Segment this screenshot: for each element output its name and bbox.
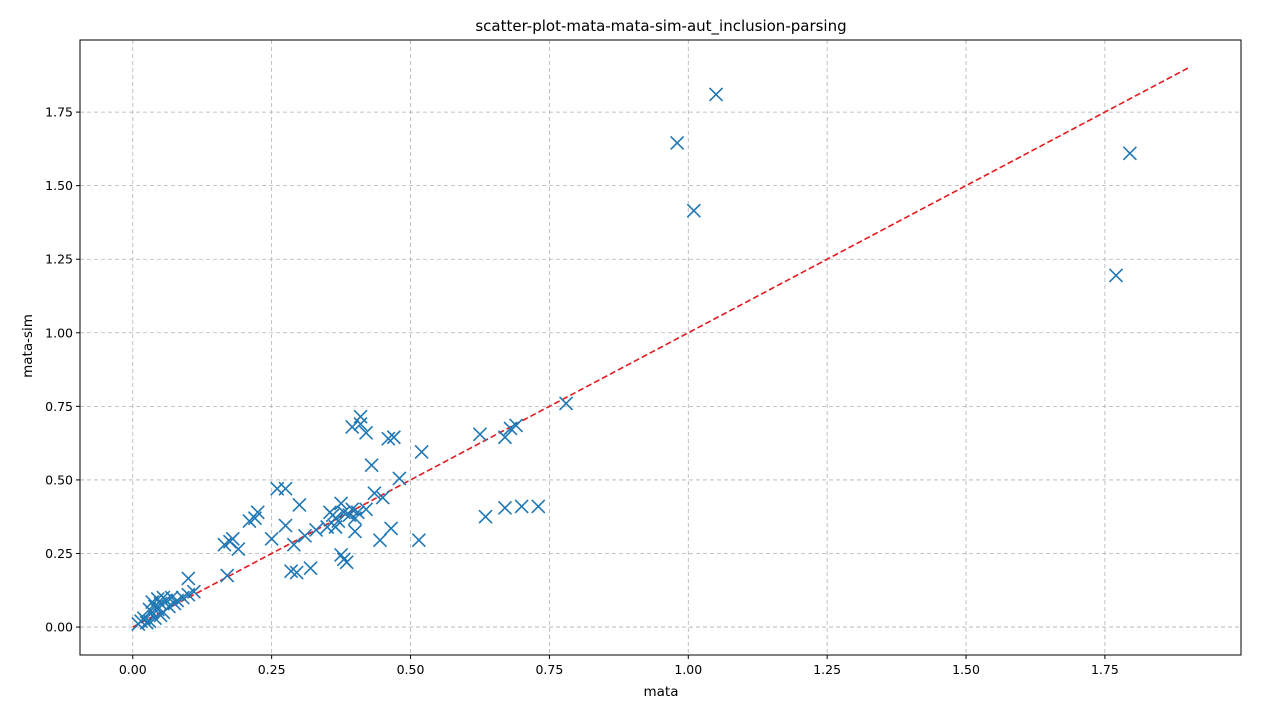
scatter-point <box>386 430 401 445</box>
plot-frame <box>79 39 1242 656</box>
x-tick-label: 1.50 <box>952 662 980 677</box>
scatter-point <box>297 528 313 543</box>
scatter-point <box>292 497 307 512</box>
scatter-point <box>289 565 304 580</box>
scatter-point <box>264 531 279 546</box>
y-tick-label: 0.75 <box>45 399 73 414</box>
scatter-point <box>225 531 240 546</box>
scatter-point <box>375 490 390 505</box>
x-tick-label: 0.25 <box>258 662 286 677</box>
y-tick-label: 1.00 <box>45 325 73 340</box>
scatter-point <box>686 203 701 218</box>
scatter-point <box>478 509 493 524</box>
scatter-point <box>347 524 363 539</box>
scatter-point <box>509 418 524 433</box>
y-tick-label: 0.25 <box>45 546 73 561</box>
scatter-point <box>392 471 407 486</box>
scatter-point <box>497 500 513 515</box>
scatter-point <box>414 444 429 460</box>
scatter-point <box>156 590 171 605</box>
scatter-point <box>708 87 724 102</box>
scatter-point <box>220 568 235 583</box>
scatter-point <box>1122 146 1137 161</box>
scatter-point <box>367 486 382 501</box>
y-tick-label: 1.25 <box>45 252 73 267</box>
scatter-point <box>284 564 299 579</box>
scatter-point <box>353 416 368 432</box>
points-layer <box>131 87 1137 632</box>
scatter-point <box>286 537 301 552</box>
reference-line <box>132 67 1189 628</box>
scatter-point <box>350 505 365 520</box>
scatter-point <box>1108 268 1124 283</box>
reference-line-layer <box>132 67 1189 628</box>
scatter-point <box>186 584 201 599</box>
scatter-point <box>328 519 343 535</box>
x-tick-label: 1.25 <box>813 662 841 677</box>
scatter-point <box>558 396 574 411</box>
chart-title: scatter-plot-mata-mata-sim-aut_inclusion… <box>475 17 846 36</box>
scatter-point <box>384 521 399 536</box>
x-axis-label: mata <box>644 684 679 700</box>
scatter-point <box>472 427 488 442</box>
scatter-point <box>359 502 374 517</box>
scatter-point <box>334 496 349 511</box>
scatter-point <box>381 431 396 446</box>
y-axis-label: mata-sim <box>20 314 36 378</box>
y-tick-label: 1.75 <box>45 105 73 120</box>
scatter-point <box>364 458 379 473</box>
scatter-point <box>334 547 349 563</box>
x-tick-label: 0.00 <box>119 662 147 677</box>
scatter-point <box>278 481 293 496</box>
scatter-point <box>345 419 360 435</box>
ticks: 0.00 0.25 0.50 0.75 1.00 1.25 1.50 1.75 0.00 0.25… <box>45 105 1119 677</box>
scatter-point <box>303 561 318 576</box>
scatter-point <box>372 533 388 548</box>
scatter-point <box>231 542 246 557</box>
scatter-point <box>353 409 368 424</box>
y-tick-label: 0.00 <box>45 620 73 635</box>
scatter-point <box>250 505 265 520</box>
scatter-point <box>181 571 196 586</box>
scatter-point <box>278 518 293 533</box>
scatter-point <box>322 505 338 520</box>
scatter-point <box>514 499 529 514</box>
grid <box>80 40 1241 655</box>
scatter-point <box>497 430 513 445</box>
scatter-point <box>150 592 165 607</box>
scatter-point <box>531 499 546 514</box>
x-tick-label: 1.00 <box>674 662 702 677</box>
y-tick-label: 1.50 <box>45 178 73 193</box>
scatter-point <box>339 555 354 570</box>
scatter-point <box>139 615 154 630</box>
x-tick-label: 0.75 <box>535 662 563 677</box>
scatter-point <box>309 522 324 538</box>
scatter-point <box>411 533 426 548</box>
scatter-point <box>142 602 157 617</box>
x-tick-label: 1.75 <box>1091 662 1119 677</box>
y-tick-label: 0.50 <box>45 472 73 487</box>
x-tick-label: 0.50 <box>397 662 425 677</box>
scatter-point <box>670 135 685 151</box>
scatter-point <box>359 425 374 440</box>
